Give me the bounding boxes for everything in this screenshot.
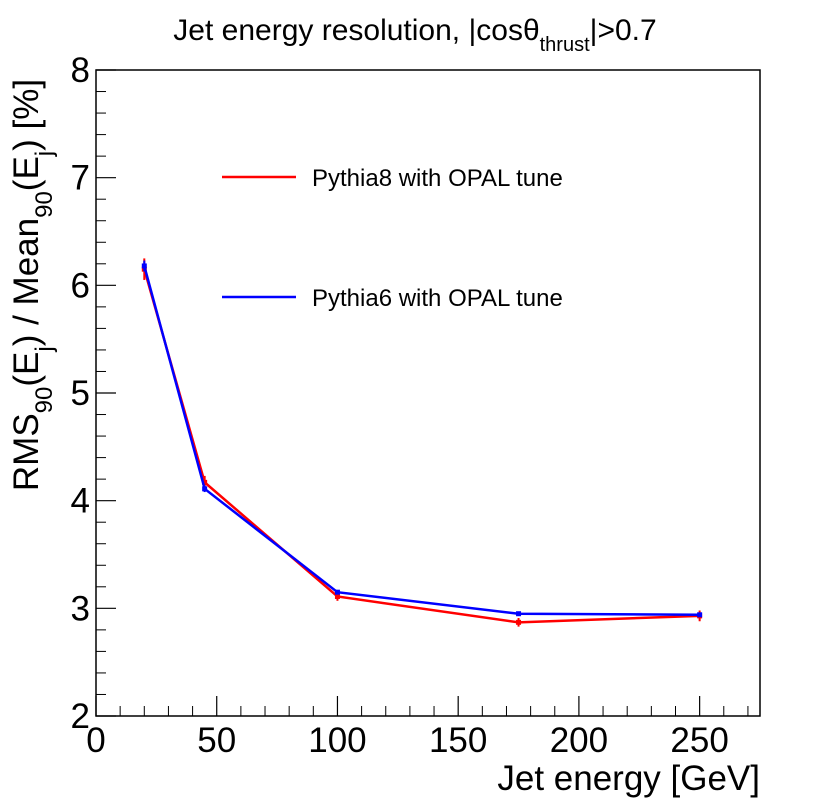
y-tick-label: 5 <box>71 374 90 413</box>
data-point <box>516 611 522 617</box>
legend-label: Pythia8 with OPAL tune <box>312 165 563 192</box>
series-1 <box>141 258 703 627</box>
y-tick-label: 6 <box>71 266 90 305</box>
series-line <box>143 265 700 617</box>
legend-entry: Pythia8 with OPAL tune <box>222 165 563 192</box>
data-point <box>141 263 147 269</box>
axis-tick-labels: 0 50 100 150 200 250 2 3 4 5 6 7 8 <box>71 51 729 760</box>
x-tick-label: 100 <box>308 721 366 760</box>
x-tick-label: 0 <box>86 721 105 760</box>
y-axis-label: RMS90(Ej) / Mean90(Ej) [%] <box>7 79 58 491</box>
axis-ticks <box>95 69 749 717</box>
series-line <box>143 268 700 624</box>
x-tick-label: 150 <box>429 721 487 760</box>
data-point <box>202 486 208 492</box>
x-tick-label: 200 <box>550 721 608 760</box>
x-tick-label: 250 <box>670 721 728 760</box>
y-tick-label: 2 <box>71 697 90 736</box>
y-tick-label: 8 <box>71 51 90 90</box>
series-layer <box>141 258 703 627</box>
legend: Pythia8 with OPAL tune Pythia6 with OPAL … <box>222 165 563 312</box>
x-tick-label: 50 <box>197 721 236 760</box>
y-tick-label: 7 <box>71 159 90 198</box>
data-point <box>697 612 703 618</box>
series-2 <box>141 260 703 618</box>
chart-title: Jet energy resolution, |cosθthrust|>0.7 <box>173 14 656 56</box>
data-point <box>334 593 340 599</box>
legend-label: Pythia6 with OPAL tune <box>312 285 563 312</box>
data-point <box>202 479 208 485</box>
y-tick-label: 3 <box>71 589 90 628</box>
legend-entry: Pythia6 with OPAL tune <box>222 285 563 312</box>
y-tick-label: 4 <box>71 482 90 521</box>
data-point <box>516 619 522 625</box>
x-axis-label: Jet energy [GeV] <box>497 759 760 798</box>
data-point <box>334 589 340 595</box>
